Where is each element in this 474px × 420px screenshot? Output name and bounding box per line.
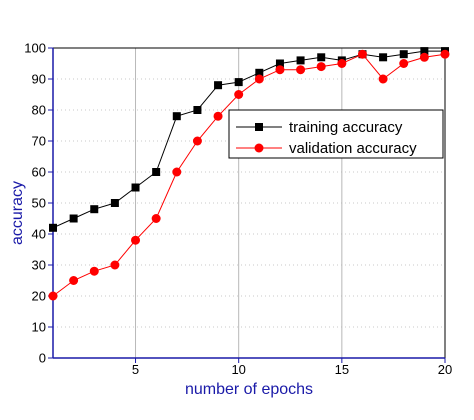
- data-point-training: [420, 47, 429, 56]
- x-tick-label: 5: [132, 362, 139, 377]
- x-tick-labels: 5 10 15 20: [132, 358, 452, 377]
- y-tick-label: 60: [32, 165, 46, 180]
- data-point-validation: [69, 276, 79, 285]
- x-tick-label: 20: [438, 362, 452, 377]
- legend: training accuracy validation accuracy: [228, 109, 444, 159]
- x-axis-label: number of epochs: [185, 381, 313, 398]
- legend-box: [228, 109, 444, 159]
- data-point-validation: [151, 214, 161, 223]
- data-point-training: [152, 168, 161, 176]
- data-point-validation: [89, 266, 99, 276]
- legend-marker-training: [255, 123, 263, 131]
- legend-marker-validation: [254, 143, 264, 153]
- data-point-training: [131, 183, 140, 192]
- y-tick-label: 10: [32, 320, 46, 335]
- series-line-1: [52, 53, 446, 297]
- data-point-training: [275, 59, 284, 68]
- data-point-training: [296, 56, 305, 65]
- data-point-validation: [192, 136, 202, 146]
- data-point-validation: [172, 167, 182, 177]
- legend-label-training: training accuracy: [289, 119, 403, 136]
- data-point-training: [172, 112, 181, 121]
- data-point-training: [90, 205, 99, 214]
- data-point-training: [69, 214, 78, 223]
- y-tick-label: 90: [32, 72, 46, 87]
- legend-label-validation: validation accuracy: [289, 140, 417, 157]
- y-tick-label: 20: [32, 289, 46, 304]
- data-point-validation: [213, 111, 223, 121]
- data-point-training: [49, 223, 57, 232]
- data-point-training: [193, 106, 202, 114]
- data-point-training: [317, 53, 326, 62]
- data-point-validation: [254, 74, 264, 84]
- x-tick-label: 15: [335, 362, 349, 377]
- data-point-training: [110, 199, 119, 207]
- series-layer: [48, 47, 450, 301]
- y-tick-label: 40: [32, 227, 46, 242]
- data-point-validation: [378, 74, 388, 84]
- data-point-training: [214, 81, 223, 90]
- data-point-validation: [440, 49, 450, 59]
- data-point-validation: [275, 65, 285, 75]
- data-point-validation: [48, 291, 58, 301]
- y-axis-label: accuracy: [9, 181, 26, 245]
- data-point-validation: [419, 52, 429, 62]
- data-point-training: [399, 50, 408, 59]
- y-tick-label: 50: [32, 196, 46, 211]
- y-tick-label: 30: [32, 258, 46, 273]
- data-point-validation: [110, 260, 120, 270]
- y-tick-labels: 0 10 20 30 40 50 60 70 80 90 100: [24, 41, 53, 366]
- data-point-validation: [337, 59, 347, 68]
- data-point-training: [379, 53, 388, 62]
- y-tick-label: 100: [24, 41, 46, 56]
- y-tick-label: 0: [39, 351, 46, 366]
- y-tick-label: 80: [32, 103, 46, 118]
- y-tick-label: 70: [32, 134, 46, 149]
- data-point-validation: [296, 65, 306, 75]
- data-point-validation: [316, 62, 326, 72]
- x-tick-label: 10: [231, 362, 245, 377]
- data-point-validation: [357, 49, 367, 59]
- data-point-validation: [131, 235, 141, 245]
- data-point-training: [234, 78, 243, 87]
- data-point-validation: [234, 90, 244, 99]
- data-point-validation: [399, 59, 409, 68]
- data-point-training: [255, 68, 264, 77]
